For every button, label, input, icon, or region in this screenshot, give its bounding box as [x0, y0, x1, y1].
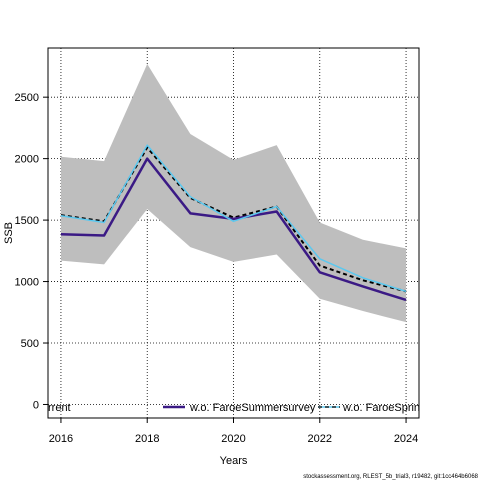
series-lines [60, 144, 407, 302]
y-axis: 0 500 1000 1500 2000 2500 [15, 92, 48, 411]
x-tick-label: 2020 [221, 433, 245, 445]
legend-label: rrent [48, 402, 71, 414]
x-tick-label: 2022 [308, 433, 332, 445]
x-axis: 2016 2018 2020 2022 2024 [49, 418, 418, 445]
x-tick-label: 2018 [135, 433, 159, 445]
series-line-3 [60, 144, 407, 293]
y-tick-label: 1000 [15, 277, 39, 289]
legend-label: w.o. FaroeSummersurvey [189, 402, 316, 414]
x-axis-title: Years [220, 455, 248, 467]
confidence-band [60, 63, 407, 323]
y-tick-label: 0 [33, 399, 39, 411]
x-tick-label: 2024 [394, 433, 418, 445]
y-tick-label: 2000 [15, 154, 39, 166]
y-tick-label: 1500 [15, 215, 39, 227]
y-axis-title: SSB [3, 222, 15, 244]
footer-credit: stockassessment.org, RLEST_5b_trial3, r1… [303, 474, 478, 480]
legend-label: w.o. FaroeSpringsurvey [342, 402, 459, 414]
legend: rrent w.o. FaroeSummersurvey w.o. FaroeSpr… [48, 402, 459, 414]
y-tick-label: 500 [21, 338, 39, 350]
x-tick-label: 2016 [49, 433, 73, 445]
y-tick-label: 2500 [15, 92, 39, 104]
series-line-2 [60, 157, 407, 302]
